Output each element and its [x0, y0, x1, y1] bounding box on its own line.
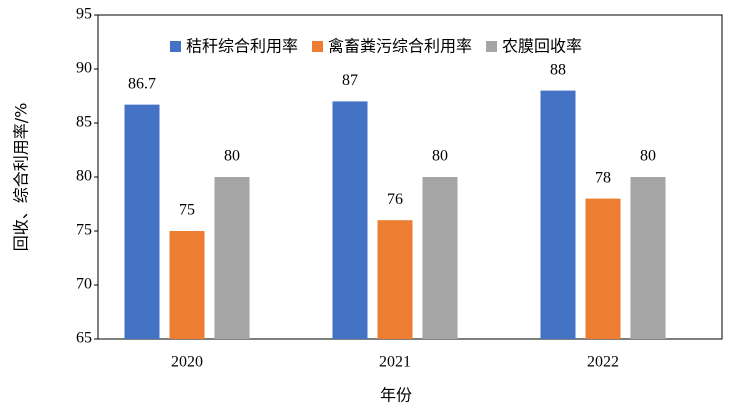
y-tick-label: 90: [76, 60, 92, 77]
data-label: 76: [387, 191, 403, 208]
y-tick-label: 75: [76, 222, 92, 239]
x-axis-title: 年份: [380, 386, 412, 405]
bar: [422, 177, 458, 339]
data-label: 78: [595, 169, 611, 186]
data-label: 86.7: [128, 75, 156, 92]
legend-label: 禽畜粪污综合利用率: [328, 37, 472, 56]
x-tick-label: 2021: [379, 354, 411, 371]
bar: [124, 104, 160, 339]
x-tick-label: 2022: [587, 354, 619, 371]
y-tick-label: 65: [76, 330, 92, 347]
data-label: 80: [432, 148, 448, 165]
data-label: 75: [179, 202, 195, 219]
legend-swatch: [312, 41, 324, 52]
bar: [214, 177, 250, 339]
legend-label: 农膜回收率: [502, 37, 582, 56]
data-label: 87: [342, 72, 358, 89]
legend-swatch: [486, 41, 498, 52]
y-tick-label: 70: [76, 276, 92, 293]
data-label: 88: [550, 61, 566, 78]
y-tick-label: 80: [76, 168, 92, 185]
data-label: 80: [224, 148, 240, 165]
legend-swatch: [170, 41, 181, 52]
bar: [332, 101, 368, 340]
bar: [377, 220, 413, 339]
y-tick-label: 85: [76, 114, 92, 131]
legend-label: 秸秆综合利用率: [186, 37, 298, 56]
bar: [169, 231, 205, 339]
bar: [585, 198, 621, 339]
data-label: 80: [640, 148, 656, 165]
bar: [630, 177, 666, 339]
bar: [540, 90, 576, 339]
y-axis-title: 回收、综合利用率/%: [12, 103, 31, 252]
x-tick-label: 2020: [171, 354, 203, 371]
y-tick-label: 95: [76, 6, 92, 23]
